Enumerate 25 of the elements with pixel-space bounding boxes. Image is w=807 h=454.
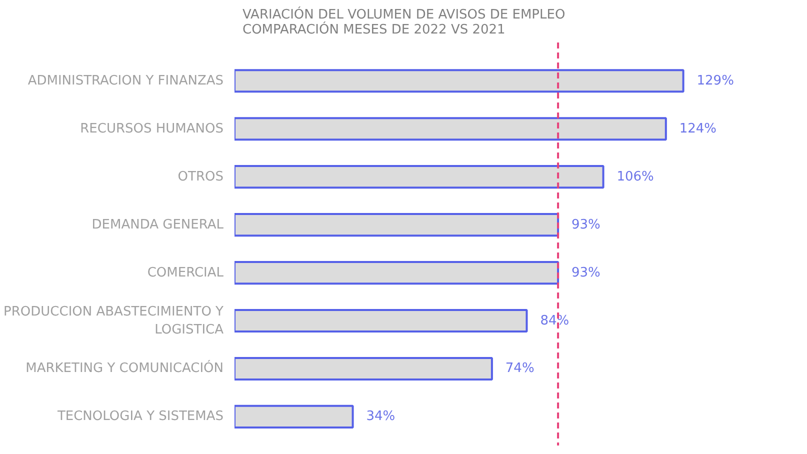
- y-tick-label: MARKETING Y COMUNICACIÓN: [26, 359, 224, 376]
- data-label: 34%: [366, 409, 396, 424]
- y-tick-label: TECNOLOGIA Y SISTEMAS: [56, 409, 224, 424]
- bar: [234, 165, 604, 189]
- y-tick-label: PRODUCCION ABASTECIMIENTO Y LOGISTICA: [4, 304, 224, 338]
- data-label: 84%: [540, 313, 570, 328]
- chart-title: VARIACIÓN DEL VOLUMEN DE AVISOS DE EMPLEO COMPARACIÓN MESES DE 2022 VS 2021: [242, 6, 566, 38]
- y-tick-label: COMERCIAL: [147, 265, 224, 280]
- bar: [234, 69, 684, 93]
- y-tick-label: DEMANDA GENERAL: [92, 217, 224, 232]
- y-tick-label: ADMINISTRACION Y FINANZAS: [28, 73, 224, 88]
- bar: [234, 117, 667, 141]
- data-label: 93%: [572, 217, 600, 232]
- bar: [234, 356, 493, 381]
- data-label: 93%: [572, 265, 600, 280]
- y-tick-label: RECURSOS HUMANOS: [80, 121, 224, 136]
- data-label: 106%: [616, 169, 654, 184]
- bar: [234, 213, 560, 237]
- y-tick-label: OTROS: [178, 169, 224, 184]
- data-label: 74%: [505, 361, 534, 376]
- data-label: 129%: [696, 73, 734, 88]
- bar: [234, 308, 528, 333]
- bar: [234, 404, 354, 429]
- data-label: 124%: [679, 121, 717, 136]
- bar: [234, 260, 560, 285]
